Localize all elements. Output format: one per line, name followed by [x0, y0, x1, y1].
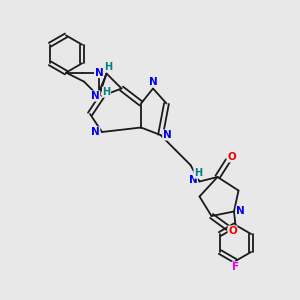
Text: H: H	[104, 62, 112, 72]
Text: N: N	[236, 206, 245, 217]
Text: N: N	[91, 91, 100, 101]
Text: F: F	[232, 262, 239, 272]
Text: O: O	[228, 226, 237, 236]
Text: H: H	[194, 168, 202, 178]
Text: N: N	[91, 127, 100, 137]
Text: N: N	[94, 68, 103, 78]
Text: N: N	[148, 77, 158, 87]
Text: H: H	[102, 87, 111, 97]
Text: O: O	[227, 152, 236, 162]
Text: N: N	[163, 130, 172, 140]
Text: N: N	[188, 175, 197, 185]
